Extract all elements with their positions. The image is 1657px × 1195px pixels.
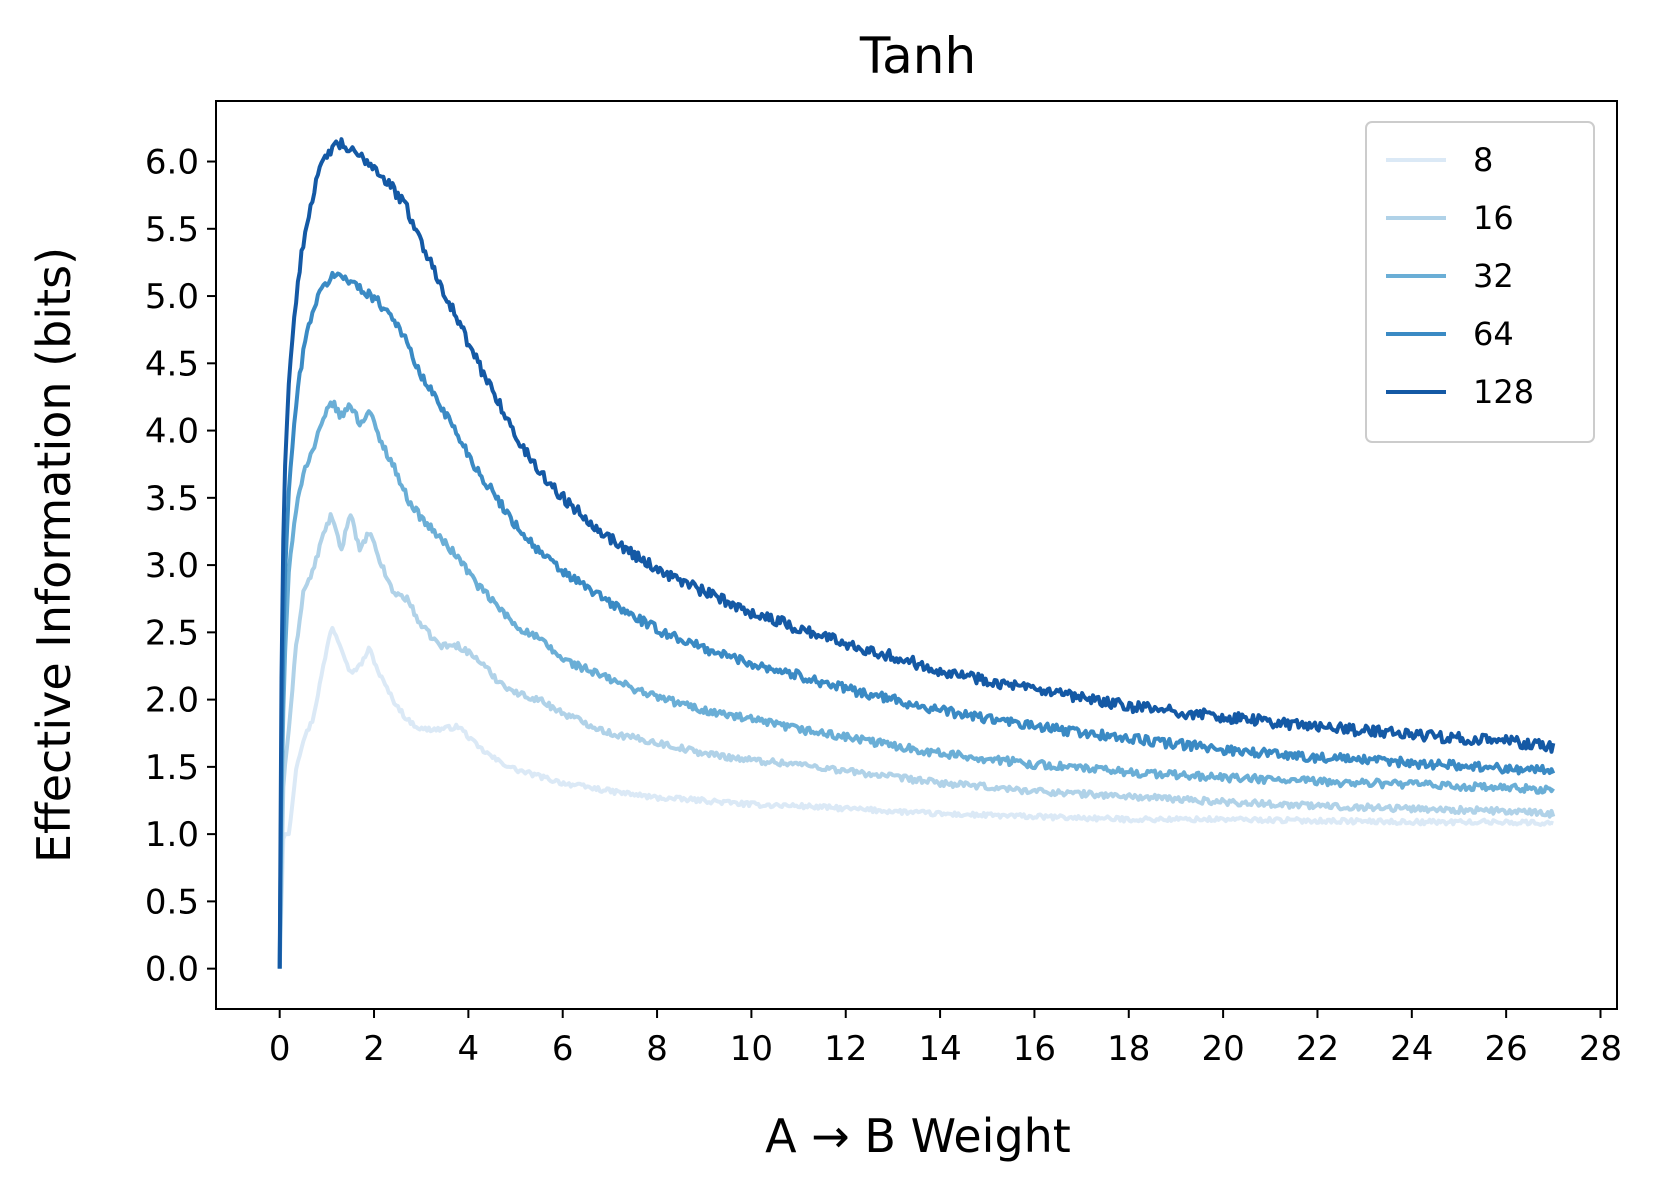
y-axis: 0.0 0.5 1.0 1.5 2.0 2.5 3.0 3.5 4.0 4.5 5.0 5.5 6.0 [145,143,216,990]
x-tick-label: 18 [1107,1029,1150,1069]
y-tick-label: 5.0 [145,277,199,317]
x-tick-label: 24 [1390,1029,1433,1069]
x-tick-label: 0 [269,1029,291,1069]
x-tick-label: 8 [646,1029,668,1069]
x-tick-label: 20 [1201,1029,1244,1069]
x-axis: 0 2 4 6 8 10 12 14 16 18 20 22 24 26 28 [269,1009,1622,1069]
legend-items: 8 16 32 64 128 [1386,141,1534,411]
y-tick-label: 2.5 [145,613,199,653]
legend-box [1365,121,1595,443]
y-tick-label: 6.0 [145,143,199,183]
y-tick-label: 3.5 [145,479,199,519]
y-tick-label: 0.5 [145,882,199,922]
x-tick-label: 2 [363,1029,385,1069]
x-tick-label: 16 [1013,1029,1056,1069]
y-tick-label: 1.0 [145,815,199,855]
y-tick-label: 4.5 [145,344,199,384]
series-line-64 [277,270,1556,969]
series-line-8 [277,625,1554,969]
x-tick-label: 4 [458,1029,480,1069]
x-tick-label: 12 [824,1029,867,1069]
x-tick-label: 6 [552,1029,574,1069]
y-tick-label: 3.0 [145,546,199,586]
legend-label: 16 [1473,199,1514,237]
y-tick-label: 5.5 [145,210,199,250]
legend-label: 64 [1473,315,1514,353]
legend-label: 32 [1473,257,1514,295]
legend-label: 128 [1473,373,1534,411]
legend-label: 8 [1473,141,1493,179]
legend: 8 16 32 64 128 [1365,121,1595,443]
series-line-32 [277,399,1555,969]
series-layer [277,137,1556,969]
y-tick-label: 4.0 [145,412,199,452]
x-tick-label: 22 [1296,1029,1339,1069]
y-tick-label: 2.0 [145,681,199,721]
x-axis-title: A → B Weight [765,1109,1071,1163]
y-tick-label: 1.5 [145,748,199,788]
chart-title: Tanh [859,27,976,85]
y-tick-label: 0.0 [145,950,199,990]
x-tick-label: 14 [918,1029,961,1069]
plot-frame [215,100,1618,1010]
x-tick-label: 28 [1579,1029,1622,1069]
series-line-16 [277,512,1556,969]
y-axis-title: Effective Information (bits) [27,247,81,863]
series-line-128 [277,137,1556,969]
x-tick-label: 10 [730,1029,773,1069]
x-tick-label: 26 [1485,1029,1528,1069]
